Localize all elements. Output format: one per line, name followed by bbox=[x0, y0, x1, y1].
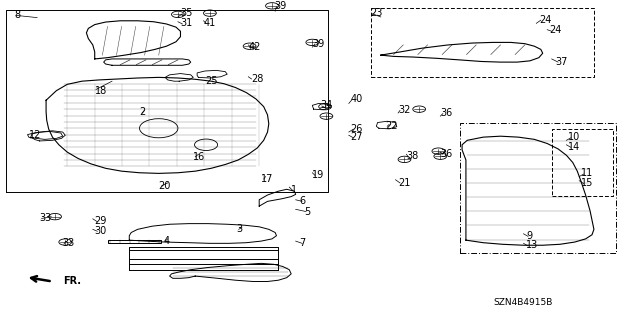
Text: 27: 27 bbox=[351, 132, 364, 142]
Text: 24: 24 bbox=[539, 14, 551, 25]
Text: 26: 26 bbox=[351, 124, 363, 134]
Text: 31: 31 bbox=[180, 18, 193, 28]
Text: 35: 35 bbox=[180, 8, 193, 18]
Text: 32: 32 bbox=[398, 105, 410, 115]
Text: 5: 5 bbox=[304, 206, 310, 217]
Text: 20: 20 bbox=[159, 181, 171, 191]
Text: 21: 21 bbox=[398, 178, 410, 188]
Text: 15: 15 bbox=[581, 178, 593, 188]
Text: 2: 2 bbox=[140, 108, 146, 117]
Text: 28: 28 bbox=[251, 74, 263, 84]
Text: 8: 8 bbox=[14, 11, 20, 20]
Text: 13: 13 bbox=[526, 240, 538, 250]
Text: 39: 39 bbox=[274, 1, 286, 11]
Text: 7: 7 bbox=[300, 238, 306, 248]
Text: FR.: FR. bbox=[63, 277, 81, 286]
Text: 36: 36 bbox=[440, 149, 452, 159]
Text: 30: 30 bbox=[95, 226, 107, 236]
Text: 6: 6 bbox=[300, 196, 306, 206]
Text: 38: 38 bbox=[406, 151, 419, 161]
Text: 17: 17 bbox=[261, 174, 273, 184]
Text: 25: 25 bbox=[205, 76, 218, 85]
Text: 34: 34 bbox=[320, 100, 332, 110]
Text: 18: 18 bbox=[95, 86, 107, 96]
Text: 12: 12 bbox=[29, 130, 41, 140]
Text: 37: 37 bbox=[556, 57, 568, 67]
Text: 29: 29 bbox=[95, 216, 107, 226]
Text: 9: 9 bbox=[526, 231, 532, 241]
Text: 14: 14 bbox=[568, 142, 580, 152]
Text: 22: 22 bbox=[385, 121, 398, 131]
Text: 4: 4 bbox=[163, 236, 170, 246]
Text: 10: 10 bbox=[568, 132, 580, 142]
Text: 42: 42 bbox=[248, 42, 260, 52]
Text: 33: 33 bbox=[63, 238, 75, 248]
Text: 23: 23 bbox=[370, 8, 382, 18]
Text: 3: 3 bbox=[237, 224, 243, 234]
Text: 40: 40 bbox=[351, 94, 363, 104]
Text: 1: 1 bbox=[291, 185, 298, 195]
Text: 33: 33 bbox=[40, 213, 52, 223]
Text: 41: 41 bbox=[204, 18, 216, 28]
Text: 39: 39 bbox=[312, 39, 324, 49]
Text: 11: 11 bbox=[581, 168, 593, 178]
Text: 16: 16 bbox=[193, 152, 205, 162]
Text: 24: 24 bbox=[549, 25, 561, 35]
Text: 19: 19 bbox=[312, 170, 324, 180]
Text: 36: 36 bbox=[440, 108, 452, 118]
Text: SZN4B4915B: SZN4B4915B bbox=[494, 298, 553, 307]
